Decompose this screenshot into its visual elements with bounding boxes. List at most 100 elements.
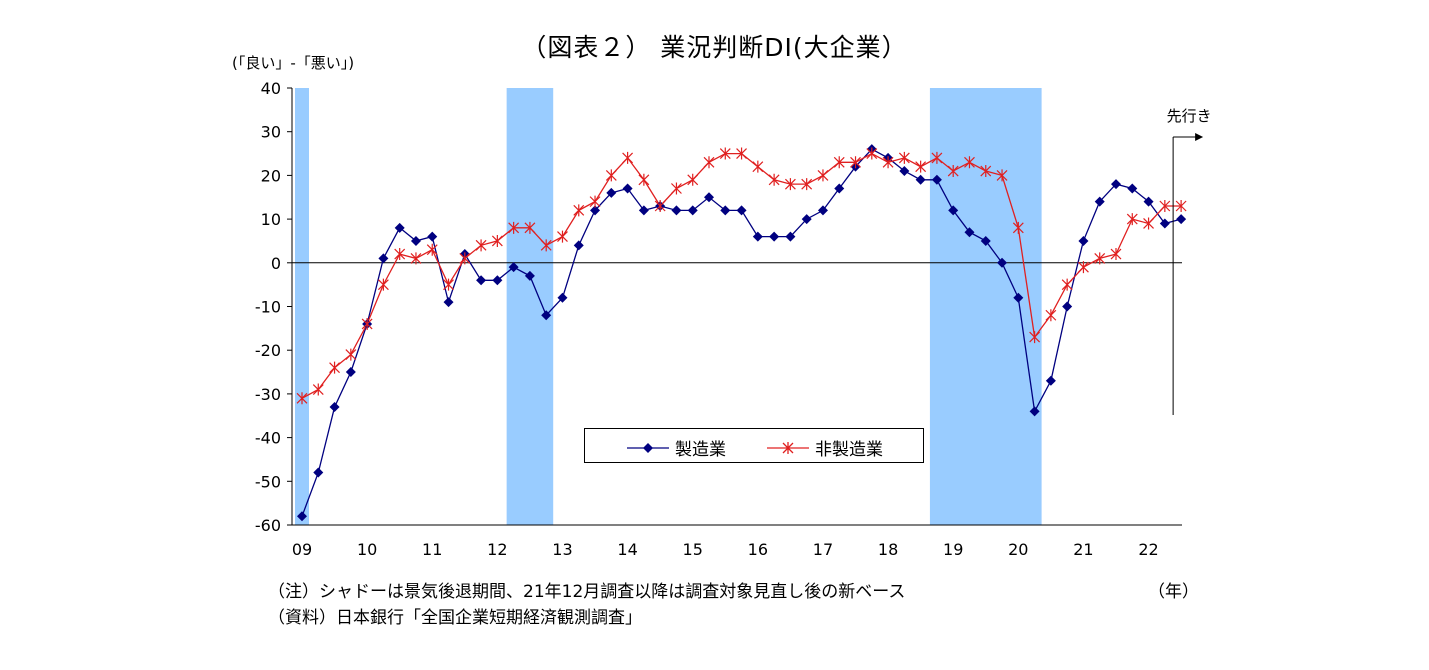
x-tick-label: 22 [1138, 540, 1158, 559]
data-point-manufacturing [899, 166, 910, 177]
legend: 製造業 非製造業 [584, 428, 924, 463]
data-point-manufacturing [1045, 375, 1056, 386]
axes: 40 30 20 10 0 -10 -20 -30 -40 -50 -60 09 10 11 12 13 14 1… [255, 79, 1182, 559]
recession-band [506, 88, 554, 525]
data-point-non-manufacturing [654, 199, 666, 212]
data-point-manufacturing [1111, 179, 1121, 190]
x-tick-label: 19 [943, 540, 963, 559]
forecast-marker: 先行き [1167, 107, 1212, 415]
x-tick-label: 21 [1073, 540, 1093, 559]
x-tick-label: 20 [1008, 540, 1028, 559]
x-tick-label: 12 [487, 540, 507, 559]
y-tick-label: -10 [255, 298, 281, 317]
data-point-non-manufacturing [768, 173, 780, 186]
data-point-non-manufacturing [475, 239, 487, 252]
data-point-non-manufacturing [1143, 217, 1154, 230]
data-point-non-manufacturing [882, 156, 894, 169]
data-point-non-manufacturing [1175, 199, 1187, 212]
data-point-non-manufacturing [557, 230, 568, 243]
y-tick-label: 0 [271, 254, 281, 273]
data-point-manufacturing [671, 205, 682, 216]
data-point-non-manufacturing [540, 239, 552, 252]
y-tick-label: -20 [255, 341, 281, 360]
data-point-non-manufacturing [508, 221, 520, 234]
y-tick-label: -50 [255, 472, 281, 491]
y-tick-label: 20 [261, 166, 281, 185]
data-point-manufacturing [541, 310, 552, 321]
data-point-non-manufacturing [784, 178, 796, 191]
data-point-manufacturing [736, 205, 747, 216]
data-point-non-manufacturing [589, 195, 601, 208]
x-tick-label: 13 [552, 540, 572, 559]
data-point-manufacturing [964, 227, 975, 238]
data-point-manufacturing [834, 183, 845, 194]
data-point-non-manufacturing [426, 243, 438, 256]
x-tick-label: 15 [683, 540, 703, 559]
data-point-manufacturing [1078, 235, 1089, 246]
data-point-non-manufacturing [638, 173, 650, 186]
data-point-non-manufacturing [605, 169, 617, 182]
recession-band [929, 88, 1042, 525]
data-point-non-manufacturing [866, 147, 878, 160]
data-point-manufacturing [1094, 196, 1105, 207]
data-point-manufacturing [785, 231, 796, 242]
data-point-manufacturing [915, 174, 926, 185]
arrow-head-icon [1195, 133, 1204, 141]
data-point-manufacturing [1159, 218, 1170, 229]
note-source: （資料）日本銀行「全国企業短期経済観測調査」 [268, 608, 642, 628]
data-point-manufacturing [394, 222, 405, 233]
chart-title: （図表２） 業況判断DI(大企業） [521, 33, 908, 62]
data-point-manufacturing [931, 174, 942, 185]
data-point-non-manufacturing [377, 278, 389, 291]
data-point-manufacturing [720, 205, 731, 216]
note-shadow: （注）シャドーは景気後退期間、21年12月調査以降は調査対象見直し後の新ベース [268, 582, 906, 602]
data-point-manufacturing [492, 275, 503, 286]
legend-label: 製造業 [675, 440, 726, 460]
data-point-non-manufacturing [915, 160, 927, 173]
data-point-non-manufacturing [524, 221, 536, 234]
data-point-manufacturing [297, 511, 307, 522]
data-point-non-manufacturing [394, 248, 406, 261]
data-point-non-manufacturing [947, 165, 959, 178]
data-point-manufacturing [1176, 214, 1187, 225]
data-point-manufacturing [606, 187, 617, 198]
series-line-1 [301, 152, 1182, 399]
y-tick-label: -30 [255, 385, 281, 404]
data-point-non-manufacturing [1094, 252, 1106, 265]
data-point-manufacturing [378, 253, 389, 264]
x-tick-label: 17 [813, 540, 833, 559]
x-tick-label: 16 [748, 540, 768, 559]
data-point-non-manufacturing [1061, 278, 1073, 291]
data-point-manufacturing [1143, 196, 1154, 207]
diamond-marker-icon [627, 442, 669, 453]
series-markers [296, 144, 1187, 522]
y-tick-label: 40 [261, 79, 281, 98]
data-point-manufacturing [590, 205, 601, 216]
data-point-non-manufacturing [964, 156, 975, 169]
y-tick-label: -40 [255, 429, 281, 448]
legend-item-manufacturing: 製造業 [625, 435, 726, 460]
data-point-non-manufacturing [296, 392, 308, 405]
x-axis-unit: （年） [1148, 582, 1199, 602]
data-point-manufacturing [638, 205, 649, 216]
data-point-manufacturing [524, 270, 535, 281]
data-point-manufacturing [801, 214, 812, 225]
data-point-non-manufacturing [1029, 331, 1041, 344]
data-point-non-manufacturing [1045, 309, 1057, 322]
data-point-manufacturing [476, 275, 487, 286]
data-point-manufacturing [752, 231, 763, 242]
recession-shading [295, 88, 1042, 525]
y-axis-label: (「良い」-「悪い」) [232, 54, 355, 72]
data-point-non-manufacturing [1110, 248, 1122, 261]
x-tick-label: 18 [878, 540, 898, 559]
data-point-non-manufacturing [361, 317, 373, 330]
legend-item-non-manufacturing: 非製造業 [765, 435, 883, 460]
forecast-label: 先行き [1167, 107, 1212, 125]
data-point-non-manufacturing [1159, 199, 1171, 212]
x-tick-label: 09 [292, 540, 312, 559]
data-point-manufacturing [1029, 406, 1040, 417]
data-point-manufacturing [345, 367, 356, 378]
data-point-non-manufacturing [817, 169, 829, 182]
y-tick-label: 10 [261, 210, 281, 229]
data-point-manufacturing [1062, 301, 1073, 312]
